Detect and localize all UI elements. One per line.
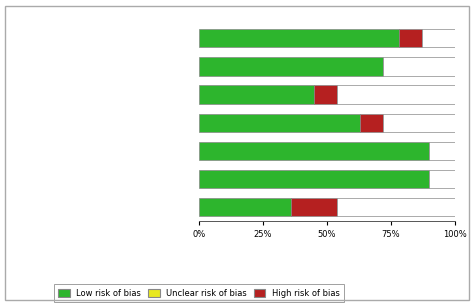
Bar: [383, 114, 455, 132]
Bar: [399, 29, 422, 48]
Bar: [199, 114, 360, 132]
Bar: [199, 198, 291, 216]
Bar: [199, 29, 399, 48]
Bar: [199, 57, 383, 75]
Bar: [199, 170, 429, 188]
Bar: [199, 85, 314, 104]
Bar: [314, 85, 337, 104]
Bar: [429, 142, 455, 160]
Legend: Low risk of bias, Unclear risk of bias, High risk of bias: Low risk of bias, Unclear risk of bias, …: [54, 285, 344, 302]
Bar: [383, 57, 455, 75]
Bar: [199, 142, 429, 160]
Bar: [337, 198, 455, 216]
Bar: [337, 85, 455, 104]
Bar: [360, 114, 383, 132]
Bar: [422, 29, 455, 48]
Bar: [429, 170, 455, 188]
Bar: [291, 198, 337, 216]
